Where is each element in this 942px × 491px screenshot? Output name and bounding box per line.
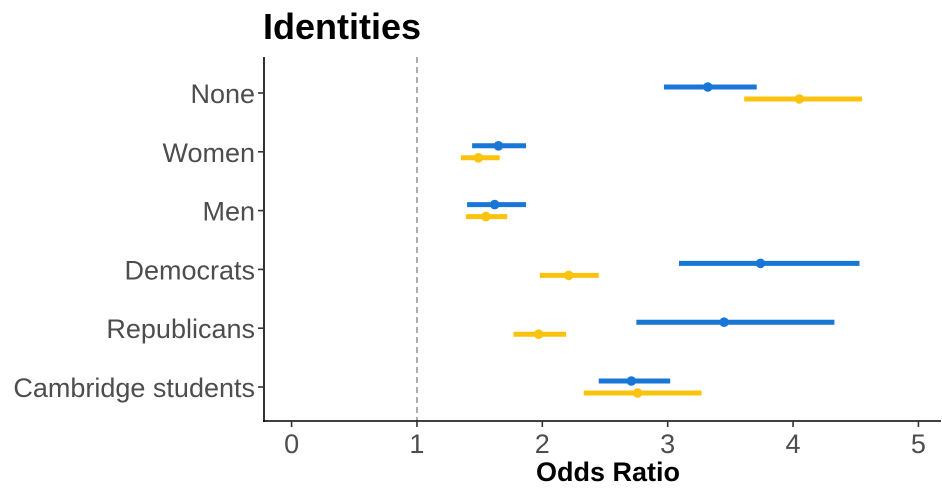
x-axis-title: Odds Ratio <box>536 457 680 487</box>
x-tick-label: 3 <box>660 429 675 459</box>
category-label: Democrats <box>124 255 255 285</box>
estimate-point <box>493 141 504 151</box>
estimate-point <box>563 270 574 281</box>
x-tick-label: 5 <box>911 429 926 459</box>
category-label: Men <box>202 197 255 227</box>
x-tick-label: 2 <box>535 429 550 459</box>
category-label: Women <box>162 138 255 168</box>
chart-title: Identities <box>263 6 421 47</box>
estimate-point <box>626 376 637 386</box>
x-tick-label: 0 <box>284 429 299 459</box>
x-tick-label: 1 <box>409 429 424 459</box>
x-tick-label: 4 <box>786 429 801 459</box>
category-label: Cambridge students <box>13 373 255 403</box>
category-label: Republicans <box>106 314 255 344</box>
estimate-point <box>632 388 643 398</box>
plot-area: 0 1 2 3 4 5 None Women Men Democrats Republicans Ca… <box>13 57 941 459</box>
estimate-point <box>703 82 713 92</box>
estimate-point <box>489 199 500 210</box>
estimate-point <box>473 153 484 163</box>
category-label: None <box>190 79 255 109</box>
estimate-point <box>533 329 544 340</box>
estimate-point <box>719 317 729 328</box>
estimate-point <box>794 94 805 104</box>
estimate-point <box>481 211 491 222</box>
estimate-point <box>755 258 766 269</box>
